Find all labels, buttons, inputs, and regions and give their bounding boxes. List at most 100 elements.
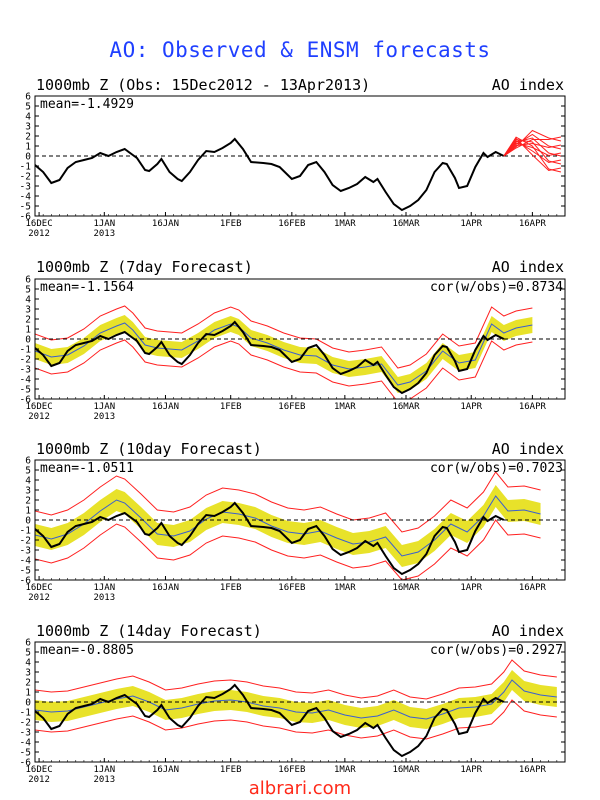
y-tick-label: -6 [20,212,32,223]
observed-line [35,683,505,758]
x-tick-label: 16FEB [278,583,305,593]
x-tick-label: 16JAN [152,583,179,593]
y-tick-label: -3 [20,546,31,557]
y-tick-label: 0 [25,516,31,527]
y-tick-label: -1 [20,162,32,173]
panel-title: 1000mb Z (7day Forecast) [36,258,253,276]
x-tick-label: 16MAR [392,402,420,412]
y-tick-label: -2 [20,718,31,729]
y-tick-label: 1 [25,688,31,699]
panel-title: 1000mb Z (Obs: 15Dec2012 - 13Apr2013) [36,76,370,94]
correlation-label: cor(w/obs)=0.8734 [430,280,563,295]
y-tick-label: 6 [25,275,31,286]
y-tick-label: 4 [25,295,31,306]
y-tick-label: 1 [25,142,31,153]
y-tick-label: 0 [25,152,31,163]
x-tick-label: 16FEB [278,219,305,229]
y-tick-label: -6 [20,576,32,587]
forecast-member-line [503,136,562,173]
x-tick-label: 1FEB [220,765,242,775]
plot-area [35,305,565,399]
x-tick-year-label: 2013 [93,229,115,239]
y-tick-label: 3 [25,122,31,133]
x-tick-year-label: 2013 [93,593,115,603]
y-tick-label: 2 [25,678,31,689]
x-tick-label: 16MAR [392,765,420,775]
y-tick-label: 3 [25,486,31,497]
y-tick-label: 2 [25,315,31,326]
x-tick-label: 16DEC [26,402,53,412]
x-tick-label: 1MAR [334,219,356,229]
plot-area [35,659,565,758]
forecast-member-line [503,142,562,157]
x-tick-label: 16DEC [26,583,53,593]
observed-line [35,137,505,212]
ensemble-mean-line [35,679,557,720]
y-tick-label: -2 [20,536,31,547]
y-tick-label: 4 [25,658,31,669]
x-tick-label: 16DEC [26,219,53,229]
mean-label: mean=-1.4929 [40,97,134,112]
y-tick-label: 1 [25,506,31,517]
y-tick-label: -5 [20,202,31,213]
y-tick-label: -4 [20,556,32,567]
y-tick-label: 5 [25,285,31,296]
panel-right-label: AO index [492,622,564,640]
ensemble-mean-line [35,322,533,386]
x-tick-label: 16JAN [152,402,179,412]
x-tick-label: 16FEB [278,765,305,775]
correlation-label: cor(w/obs)=0.7023 [430,461,563,476]
y-tick-label: 0 [25,335,31,346]
y-tick-label: -2 [20,172,31,183]
x-tick-label: 16DEC [26,765,53,775]
watermark-text: albrari.com [248,778,352,799]
panel-right-label: AO index [492,258,564,276]
x-tick-label: 1JAN [93,219,115,229]
y-tick-label: 2 [25,496,31,507]
y-tick-label: 5 [25,648,31,659]
forecast-member-line [503,137,562,157]
mean-label: mean=-1.1564 [40,280,134,295]
correlation-label: cor(w/obs)=0.2927 [430,643,563,658]
y-tick-label: -5 [20,385,31,396]
x-tick-label: 1JAN [93,583,115,593]
x-tick-label: 1FEB [220,219,242,229]
y-tick-label: 4 [25,112,31,123]
y-tick-label: -4 [20,192,32,203]
y-tick-label: -3 [20,365,31,376]
y-tick-label: -5 [20,566,31,577]
y-tick-label: -3 [20,182,31,193]
plot-area [35,129,565,212]
x-tick-label: 1APR [460,583,482,593]
x-tick-label: 16MAR [392,583,420,593]
x-tick-label: 16JAN [152,219,179,229]
y-tick-label: 1 [25,325,31,336]
main-title: AO: Observed & ENSM forecasts [109,38,491,62]
x-tick-year-label: 2013 [93,775,115,785]
mean-label: mean=-0.8805 [40,643,134,658]
forecast-member-line [503,129,562,157]
x-tick-label: 1APR [460,402,482,412]
plot-area [35,471,565,580]
x-tick-label: 1MAR [334,765,356,775]
y-tick-label: -1 [20,526,32,537]
x-tick-label: 16MAR [392,219,420,229]
x-tick-label: 1APR [460,765,482,775]
x-tick-label: 16APR [519,219,547,229]
y-tick-label: -4 [20,738,32,749]
x-tick-label: 16APR [519,583,547,593]
y-tick-label: -2 [20,355,31,366]
y-tick-label: -6 [20,395,32,406]
x-tick-label: 1FEB [220,583,242,593]
y-tick-label: 5 [25,466,31,477]
y-tick-label: 3 [25,668,31,679]
y-tick-label: 0 [25,698,31,709]
upper-bound-line [35,305,533,369]
lower-bound-line [35,699,557,740]
upper-bound-line [35,471,541,533]
y-tick-label: 2 [25,132,31,143]
x-tick-label: 1MAR [334,583,356,593]
